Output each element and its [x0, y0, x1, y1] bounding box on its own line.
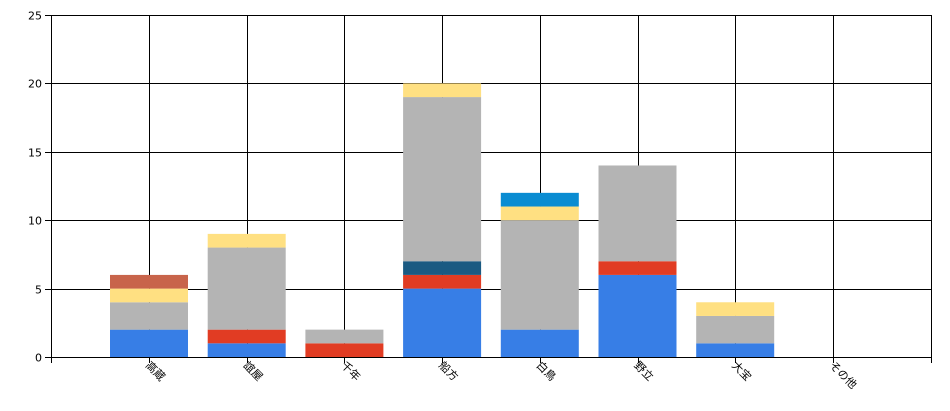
- bar-3-segment-1: [403, 274, 482, 289]
- bar-6-segment-4: [696, 302, 775, 316]
- bar-3-segment-4: [403, 83, 482, 98]
- y-tick-label-5: 25: [28, 10, 42, 23]
- bar-1-segment-1: [207, 329, 286, 344]
- bar-2-segment-1: [305, 343, 384, 357]
- bar-0-segment-3: [110, 302, 188, 330]
- axes: [45, 15, 932, 363]
- bar-0-segment-6: [110, 274, 188, 289]
- bar-5-segment-3: [598, 165, 677, 262]
- x-tick-label-6: 大宝: [729, 358, 754, 383]
- bar-1-segment-0: [207, 343, 286, 357]
- bar-4-segment-4: [500, 206, 579, 221]
- bar-3-segment-3: [403, 97, 482, 262]
- bars: [110, 83, 775, 357]
- bar-5-segment-1: [598, 261, 677, 275]
- x-tick-label-1: 誼屋: [241, 358, 266, 383]
- bar-6-segment-3: [696, 315, 775, 344]
- y-tick-label-0: 0: [35, 352, 42, 365]
- y-tick-label-4: 20: [28, 78, 42, 91]
- y-tick-label-1: 5: [35, 284, 42, 297]
- bar-3-segment-2: [403, 261, 482, 275]
- x-tick-label-4: 白鳥: [534, 358, 559, 383]
- bar-6-segment-0: [696, 343, 775, 357]
- x-tick-label-5: 野立: [631, 358, 656, 383]
- bar-1-segment-3: [207, 247, 286, 330]
- bar-4-segment-0: [500, 329, 579, 357]
- x-tick-label-3: 船方: [436, 358, 461, 383]
- bar-0-segment-4: [110, 288, 188, 303]
- grid: [51, 15, 932, 357]
- bar-0-segment-0: [110, 329, 188, 357]
- bar-3-segment-0: [403, 288, 482, 357]
- bar-2-segment-3: [305, 329, 384, 344]
- x-tick-label-2: 千年: [338, 358, 363, 383]
- bar-4-segment-3: [500, 220, 579, 330]
- y-tick-label-2: 10: [28, 215, 42, 228]
- bar-5-segment-0: [598, 274, 677, 357]
- bar-1-segment-4: [207, 233, 286, 248]
- x-tick-label-7: その他: [827, 359, 860, 392]
- x-tick-label-0: 高蔵: [143, 358, 168, 383]
- y-tick-label-3: 15: [28, 147, 42, 160]
- bar-4-segment-5: [500, 192, 579, 207]
